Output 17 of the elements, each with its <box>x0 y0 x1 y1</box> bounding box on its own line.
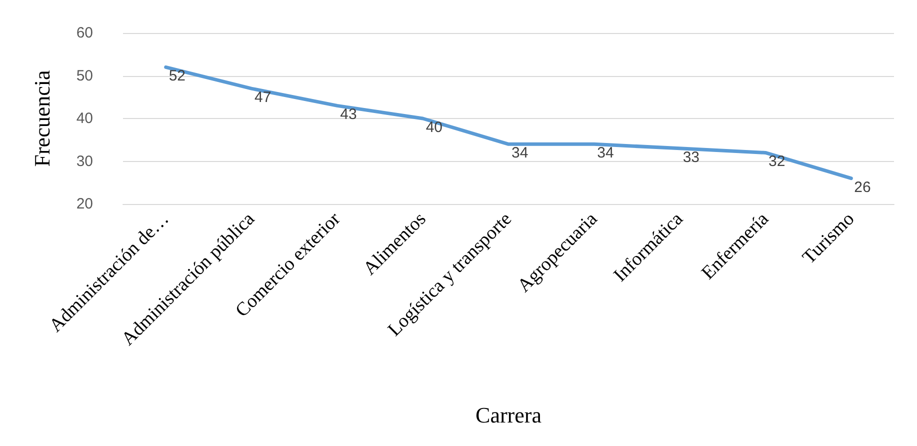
y-axis-title: Frecuencia <box>30 70 54 167</box>
data-label: 34 <box>597 144 614 162</box>
y-tick-label: 30 <box>76 152 93 170</box>
data-label: 47 <box>254 89 272 106</box>
y-tick-label: 60 <box>76 24 93 42</box>
data-label: 32 <box>768 153 786 170</box>
data-label: 40 <box>426 119 443 136</box>
data-label: 43 <box>340 106 357 124</box>
y-tick-label: 20 <box>76 196 93 212</box>
data-label: 26 <box>854 178 871 196</box>
line-series <box>164 65 853 180</box>
y-tick-label: 40 <box>76 110 93 127</box>
x-axis-title: Carrera <box>476 402 542 428</box>
data-label: 34 <box>512 144 528 162</box>
data-label: 33 <box>682 148 700 166</box>
data-label: 52 <box>168 68 186 85</box>
y-tick-label: 50 <box>76 67 93 84</box>
